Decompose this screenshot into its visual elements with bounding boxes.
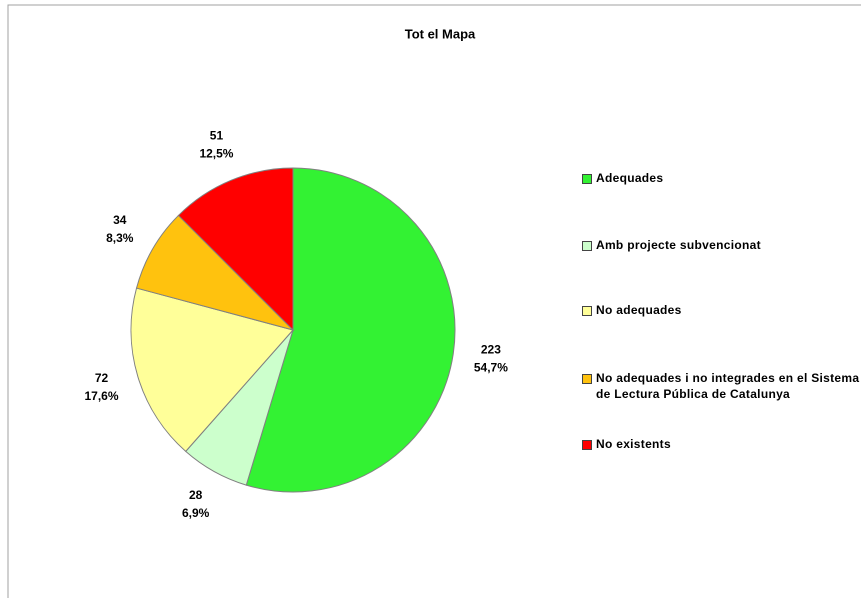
legend-label: No adequades i no integrades en el Siste…	[596, 371, 860, 401]
legend-label: No existents	[596, 437, 671, 451]
data-label-percent: 54,7%	[474, 360, 508, 374]
data-label-value: 51	[210, 128, 224, 142]
data-label-value: 72	[95, 371, 109, 385]
pie-slice	[130, 287, 294, 453]
legend-swatch	[582, 241, 592, 251]
pie-slice	[245, 167, 456, 493]
legend-label: No adequades	[596, 303, 682, 317]
legend-swatch	[582, 374, 592, 384]
legend-item: No adequades	[582, 302, 861, 318]
legend-item: Adequades	[582, 170, 861, 186]
data-label-percent: 17,6%	[84, 389, 118, 403]
legend-item: No existents	[582, 436, 861, 452]
data-label-value: 34	[113, 213, 127, 227]
chart-title: Tot el Mapa	[405, 26, 476, 41]
data-label-value: 28	[189, 488, 203, 502]
data-label-percent: 6,9%	[182, 506, 210, 520]
legend-item: No adequades i no integrades en el Siste…	[582, 370, 861, 402]
legend-swatch	[582, 306, 592, 316]
legend-swatch	[582, 174, 592, 184]
legend-label: Adequades	[596, 171, 664, 185]
data-label-percent: 8,3%	[106, 231, 134, 245]
data-label-value: 223	[481, 342, 501, 356]
legend-label: Amb projecte subvencionat	[596, 238, 761, 252]
data-label-percent: 12,5%	[199, 146, 233, 160]
pie-slice	[177, 167, 294, 332]
legend-item: Amb projecte subvencionat	[582, 237, 861, 253]
legend-swatch	[582, 440, 592, 450]
